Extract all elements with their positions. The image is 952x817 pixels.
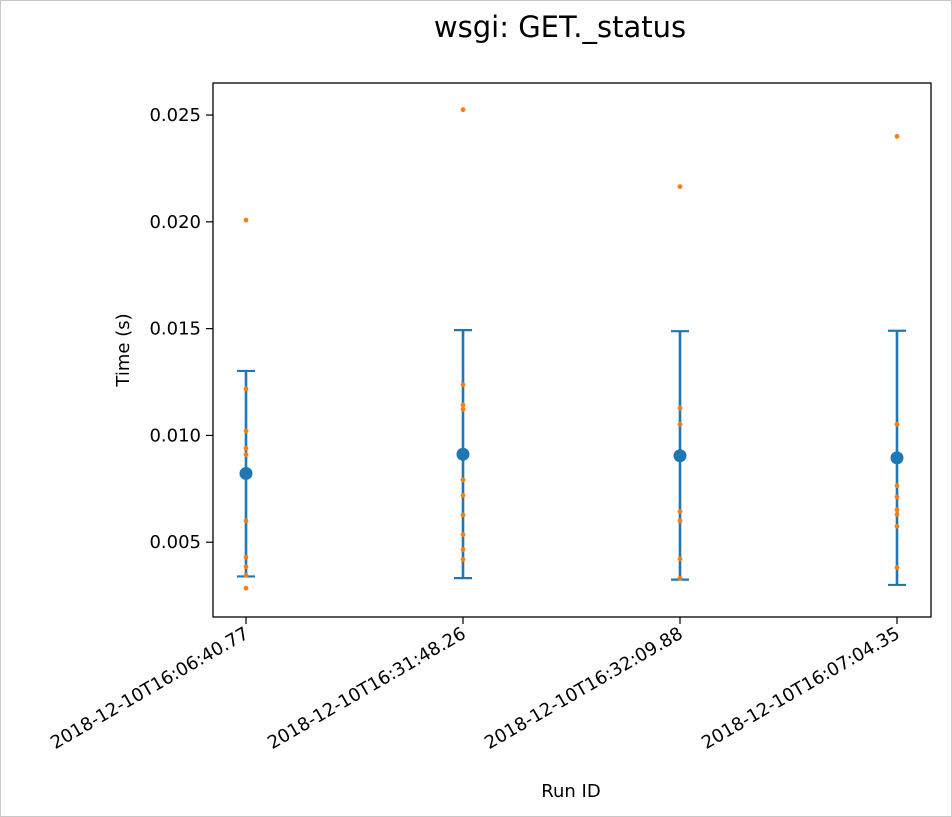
sample-point [460, 107, 466, 113]
sample-point [894, 507, 900, 513]
sample-point [460, 532, 466, 537]
sample-point [894, 494, 900, 500]
plot-frame [212, 82, 932, 618]
mean-point [239, 466, 253, 480]
sample-point [243, 386, 249, 392]
x-tick-label: 2018-12-10T16:06:40.77 [47, 623, 252, 754]
sample-point [677, 556, 683, 562]
sample-point [460, 382, 466, 388]
sample-point [894, 421, 900, 427]
sample-point [460, 556, 466, 562]
sample-point [243, 428, 249, 434]
sample-point [894, 512, 900, 517]
y-tick-label: 0.025 [149, 105, 201, 126]
sample-point [894, 565, 900, 570]
sample-point [677, 421, 683, 427]
sample-point [677, 405, 683, 411]
sample-point [460, 547, 466, 552]
y-tick-label: 0.020 [149, 212, 201, 233]
plot-area [237, 107, 906, 591]
sample-point [677, 184, 683, 189]
x-tick-label: 2018-12-10T16:32:09.88 [481, 623, 686, 754]
sample-point [243, 572, 249, 578]
sample-point [677, 518, 683, 524]
mean-point [673, 449, 687, 463]
x-tick-label: 2018-12-10T16:07:04.35 [698, 623, 903, 754]
sample-point [243, 564, 249, 570]
x-axis: 2018-12-10T16:06:40.77 2018-12-10T16:31:4… [47, 617, 904, 754]
sample-point [894, 483, 900, 489]
chart-title: wsgi: GET._status [434, 10, 686, 44]
sample-point [460, 477, 466, 483]
y-tick-label: 0.015 [149, 319, 201, 340]
y-tick-label: 0.005 [149, 532, 201, 553]
x-tick-label: 2018-12-10T16:31:48.26 [264, 623, 469, 754]
y-tick-label: 0.010 [149, 425, 201, 446]
sample-point [243, 445, 249, 451]
sample-point [460, 402, 466, 408]
sample-point [460, 512, 466, 518]
y-axis: 0.005 0.010 0.015 0.020 0.025 [149, 105, 213, 553]
sample-point [243, 452, 249, 458]
x-axis-label: Run ID [541, 781, 600, 802]
mean-point [890, 451, 904, 465]
sample-point [243, 217, 249, 223]
sample-point [894, 134, 900, 139]
sample-point [243, 518, 249, 524]
sample-point [677, 575, 683, 581]
sample-point [460, 492, 466, 498]
sample-point [460, 406, 466, 412]
sample-point [677, 509, 683, 514]
sample-point [243, 585, 249, 591]
sample-point [894, 523, 900, 529]
y-axis-label: Time (s) [113, 313, 134, 387]
sample-point [243, 554, 249, 560]
mean-point [456, 447, 470, 461]
